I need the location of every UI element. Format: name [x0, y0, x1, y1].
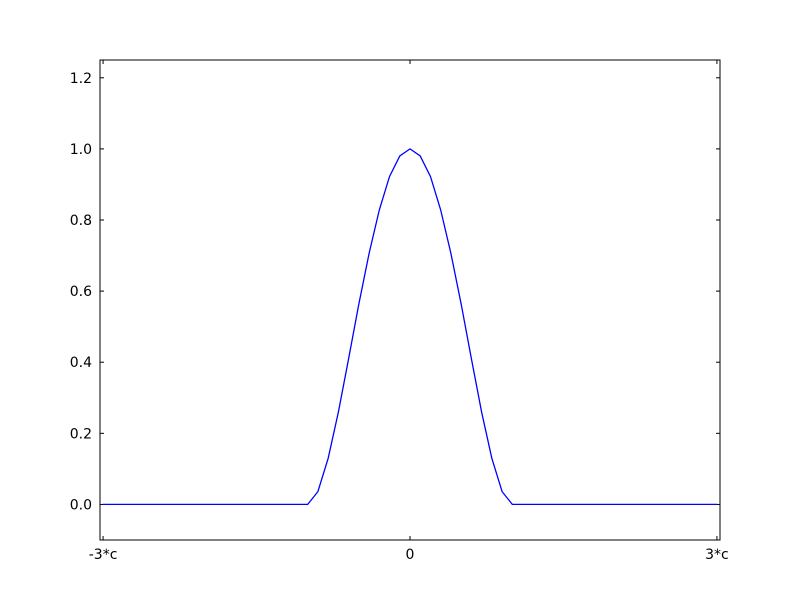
axes-frame	[99, 59, 721, 541]
y-tick-label: 0.4	[70, 355, 92, 371]
plot-area	[100, 60, 720, 540]
y-tick-label: 0.2	[70, 426, 92, 442]
y-tick-label: 0.0	[70, 497, 92, 513]
y-tick-label: 0.6	[70, 284, 92, 300]
x-tick-label: 0	[406, 547, 415, 563]
x-tick-label: -3*c	[89, 547, 118, 563]
y-tick-label: 1.2	[70, 71, 92, 87]
x-tick-label: 3*c	[705, 547, 729, 563]
y-tick-label: 1.0	[70, 142, 92, 158]
y-tick-label: 0.8	[70, 213, 92, 229]
series-line	[103, 148, 717, 506]
